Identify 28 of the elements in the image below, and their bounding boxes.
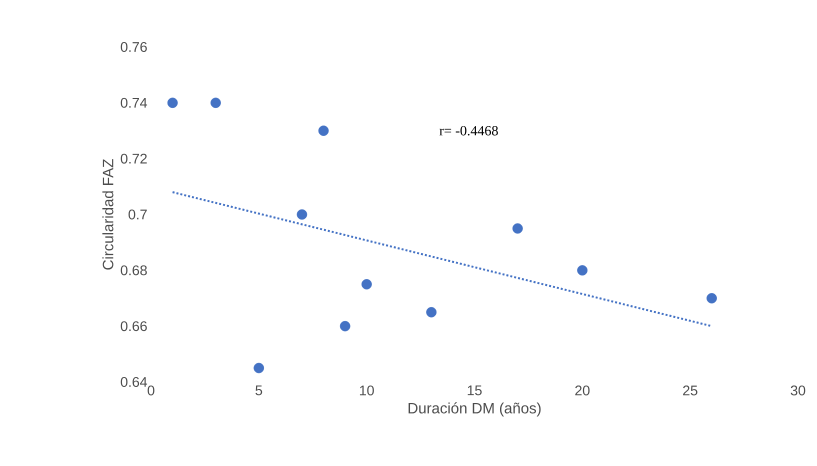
point xyxy=(512,223,523,234)
x-tick-label: 0 xyxy=(148,386,154,396)
point xyxy=(254,362,264,374)
x-tick-label: 5 xyxy=(256,386,262,396)
y-tick-label: 0.76 xyxy=(120,42,147,52)
y-axis-title: Circularidad FAZ xyxy=(102,159,114,270)
y-tick-label: 0.72 xyxy=(120,154,147,164)
point xyxy=(361,279,372,290)
x-tick-label: 10 xyxy=(360,386,374,396)
point xyxy=(340,320,350,332)
point xyxy=(167,98,178,108)
y-tick-label: 0.66 xyxy=(120,321,147,332)
point xyxy=(706,293,717,304)
point xyxy=(577,265,588,276)
y-tick-label: 0.7 xyxy=(128,210,147,220)
x-tick-label: 25 xyxy=(683,386,698,396)
point xyxy=(210,98,221,108)
x-tick-label: 15 xyxy=(468,386,482,396)
x-tick-label: 20 xyxy=(575,386,590,396)
point xyxy=(318,126,329,136)
y-tick-label: 0.68 xyxy=(120,265,147,276)
x-axis-title: Duración DM (años) xyxy=(408,402,541,416)
point xyxy=(426,306,437,318)
x-tick-label: 30 xyxy=(790,386,806,396)
annotation: r= -0.4468 xyxy=(440,126,498,136)
point xyxy=(296,209,308,220)
y-tick-label: 0.64 xyxy=(120,377,148,387)
y-tick-label: 0.74 xyxy=(120,98,148,108)
